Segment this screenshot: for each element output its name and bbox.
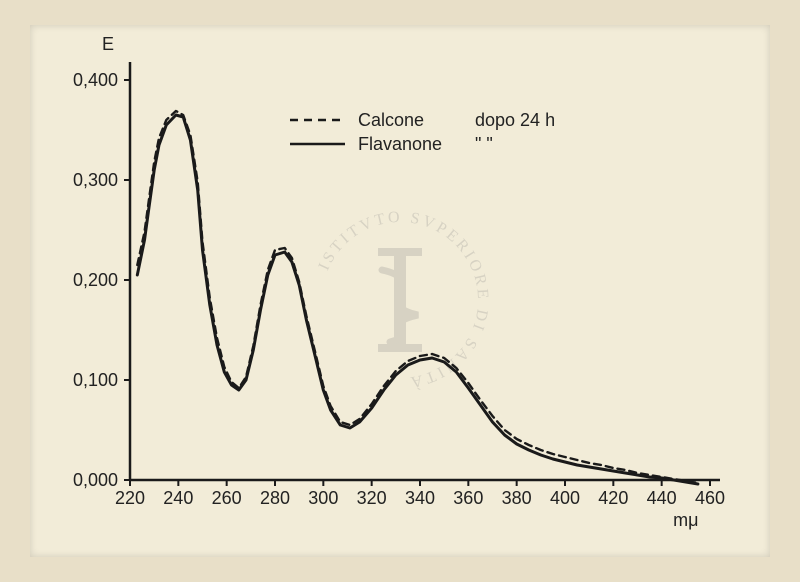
x-tick-label: 280 [260, 488, 290, 508]
y-tick-label: 0,200 [73, 270, 118, 290]
legend-label: Flavanone [358, 134, 442, 154]
x-tick-label: 240 [163, 488, 193, 508]
y-axis-title: E [102, 34, 114, 54]
legend-suffix: " " [475, 134, 493, 154]
series-flavanone: Flavanone [137, 115, 698, 484]
x-tick-label: 380 [502, 488, 532, 508]
y-tick-label: 0,100 [73, 370, 118, 390]
y-tick-label: 0,400 [73, 70, 118, 90]
x-tick-label: 440 [647, 488, 677, 508]
chart-svg: 0,000 0,100 0,200 0,300 0,400 E 220 240 260 280 30… [0, 0, 800, 582]
legend: Calcone dopo 24 h Flavanone " " [290, 110, 555, 154]
x-tick-label: 260 [212, 488, 242, 508]
x-tick-label: 400 [550, 488, 580, 508]
x-tick-label: 340 [405, 488, 435, 508]
y-tick-label: 0,300 [73, 170, 118, 190]
x-tick-label: 320 [357, 488, 387, 508]
x-tick-label: 360 [453, 488, 483, 508]
x-tick-label: 420 [598, 488, 628, 508]
x-tick-label: 460 [695, 488, 725, 508]
legend-label: Calcone [358, 110, 424, 130]
legend-suffix: dopo 24 h [475, 110, 555, 130]
y-tick-label: 0,000 [73, 470, 118, 490]
series-calcone: Calcone [137, 111, 698, 483]
x-tick-label: 300 [308, 488, 338, 508]
x-tick-label: 220 [115, 488, 145, 508]
x-axis-title: mμ [673, 510, 698, 530]
